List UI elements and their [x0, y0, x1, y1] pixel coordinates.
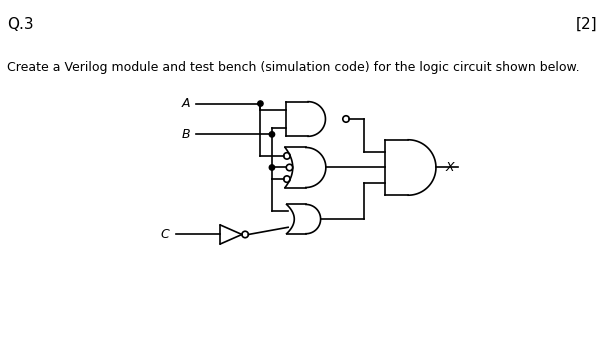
Text: Create a Verilog module and test bench (simulation code) for the logic circuit s: Create a Verilog module and test bench (…: [7, 61, 580, 74]
Text: C: C: [161, 228, 169, 241]
Circle shape: [269, 132, 275, 137]
Text: X: X: [446, 161, 454, 174]
Text: Q.3: Q.3: [7, 17, 34, 32]
Text: A: A: [182, 97, 191, 110]
Text: B: B: [182, 128, 191, 141]
Text: [2]: [2]: [576, 17, 598, 32]
Circle shape: [269, 165, 275, 170]
Circle shape: [258, 101, 263, 106]
